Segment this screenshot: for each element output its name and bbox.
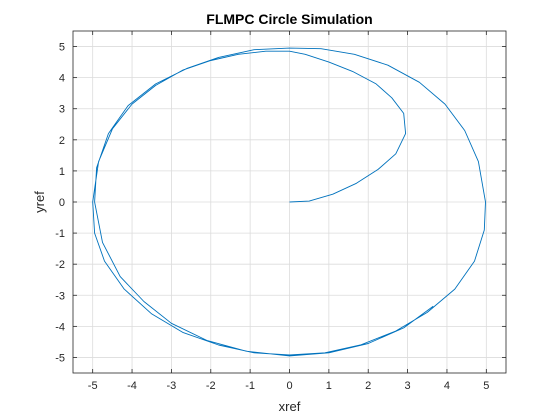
y-tick-label: 3 — [59, 104, 65, 116]
x-tick-label: -3 — [167, 380, 177, 392]
x-tick-label: 5 — [483, 380, 489, 392]
x-tick-label: -4 — [127, 380, 137, 392]
x-tick-label: 0 — [286, 380, 292, 392]
x-axis-label: xref — [279, 399, 301, 414]
y-tick-label: -4 — [55, 321, 65, 333]
y-tick-label: -5 — [55, 352, 65, 364]
y-tick-label: 5 — [59, 42, 65, 54]
x-tick-label: 2 — [365, 380, 371, 392]
x-tick-label: -5 — [88, 380, 98, 392]
x-tick-label: -1 — [245, 380, 255, 392]
x-tick-label: 1 — [326, 380, 332, 392]
x-tick-label: 3 — [405, 380, 411, 392]
y-tick-label: -1 — [55, 228, 65, 240]
y-tick-label: 2 — [59, 135, 65, 147]
ticks: -5 -4 -3 -2 -1 0 1 2 3 4 5 -5 -4 -3 -2 -1 0 1 2 3 4 5 — [55, 31, 506, 392]
y-tick-label: 4 — [59, 73, 65, 85]
y-tick-label: 0 — [59, 197, 65, 209]
y-axis-label: yref — [32, 191, 47, 213]
y-tick-label: 1 — [59, 166, 65, 178]
y-tick-label: -3 — [55, 290, 65, 302]
x-tick-label: -2 — [206, 380, 216, 392]
chart-title: FLMPC Circle Simulation — [206, 11, 372, 27]
y-tick-label: -2 — [55, 259, 65, 271]
x-tick-label: 4 — [444, 380, 450, 392]
